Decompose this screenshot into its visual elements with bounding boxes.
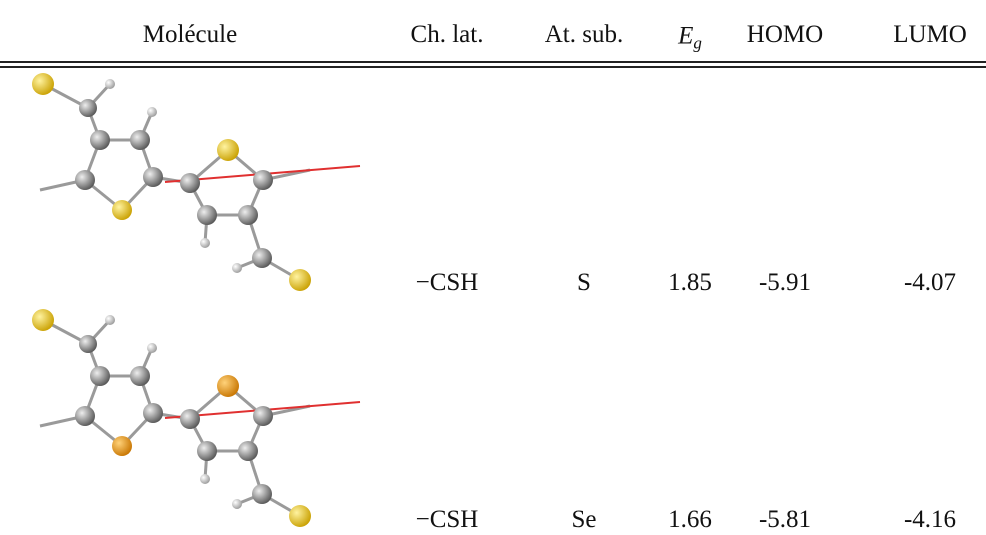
header-cell: LUMO bbox=[893, 21, 967, 49]
header-cell: Eg bbox=[678, 23, 702, 54]
table-cell: −CSH bbox=[416, 506, 479, 534]
header-symbol: E bbox=[678, 23, 693, 50]
table-cell: 1.66 bbox=[668, 506, 712, 534]
header-cell: Ch. lat. bbox=[411, 21, 484, 49]
table-cell: S bbox=[577, 269, 591, 297]
header-rule bbox=[0, 66, 986, 68]
table-cell: -5.91 bbox=[759, 269, 811, 297]
table-cell: −CSH bbox=[416, 269, 479, 297]
table-cell: -5.81 bbox=[759, 506, 811, 534]
table-cell: -4.07 bbox=[904, 269, 956, 297]
molecule-images bbox=[0, 0, 986, 535]
molecule-image bbox=[32, 309, 360, 527]
page: {"table": { "header": ["Molécule", "Ch. … bbox=[0, 0, 986, 535]
header-cell: At. sub. bbox=[545, 21, 623, 49]
header-cell: HOMO bbox=[747, 21, 823, 49]
molecule-image bbox=[32, 73, 360, 291]
table-cell: -4.16 bbox=[904, 506, 956, 534]
table-cell: 1.85 bbox=[668, 269, 712, 297]
header-rule bbox=[0, 61, 986, 63]
table-cell: Se bbox=[572, 506, 597, 534]
header-subscript: g bbox=[693, 34, 702, 53]
header-cell: Molécule bbox=[143, 21, 237, 49]
